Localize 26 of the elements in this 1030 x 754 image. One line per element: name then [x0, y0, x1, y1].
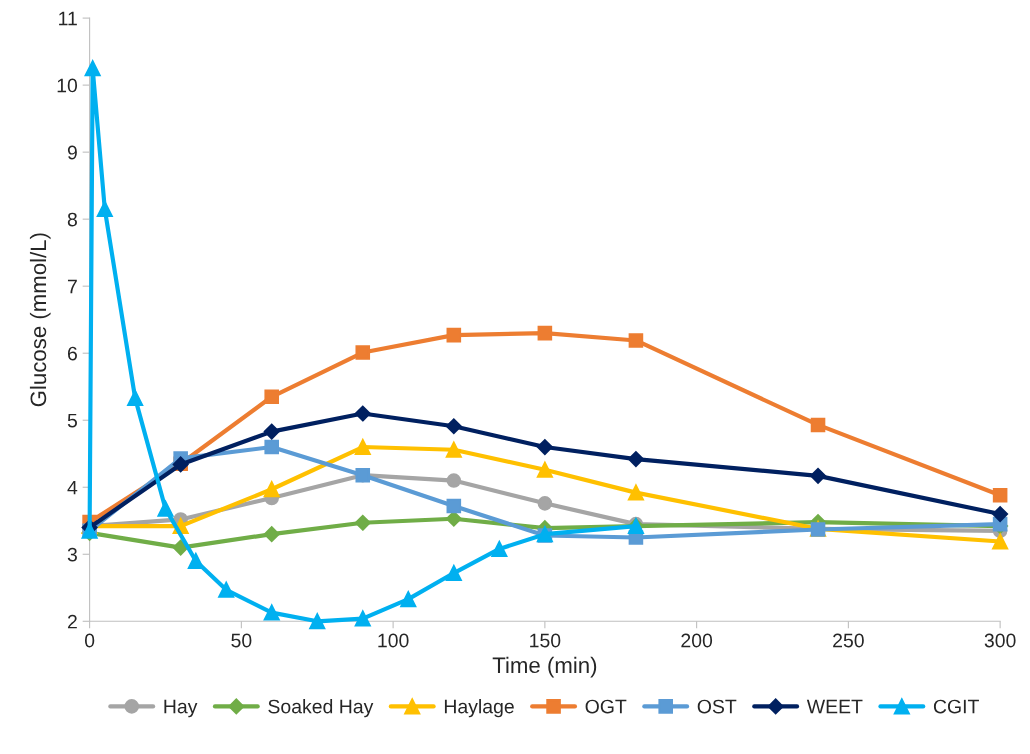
x-tick-label: 200: [681, 633, 713, 648]
y-tick-label: 10: [57, 78, 78, 93]
y-tick-label: 6: [67, 346, 77, 361]
x-tick-label: 100: [378, 633, 409, 648]
y-tick-label: 4: [67, 480, 78, 495]
legend-label: OST: [697, 699, 737, 714]
x-tick-label: 250: [833, 633, 864, 648]
x-axis-title: Time (min): [492, 656, 597, 678]
y-tick-label: 2: [67, 614, 77, 629]
legend-label: WEET: [806, 699, 863, 714]
x-tick-label: 50: [231, 633, 252, 648]
legend-label: Soaked Hay: [268, 699, 374, 718]
y-tick-label: 5: [67, 413, 77, 428]
x-tick-label: 300: [984, 633, 1016, 648]
x-tick-label: 150: [530, 633, 561, 648]
legend-label: OGT: [585, 699, 627, 714]
y-tick-label: 8: [67, 212, 77, 227]
y-tick-label: 11: [59, 11, 77, 26]
y-tick-label: 3: [67, 547, 77, 562]
legend-label: CGIT: [933, 699, 979, 714]
legend-label: Haylage: [444, 699, 514, 718]
x-tick-label: 0: [84, 633, 95, 648]
legend-label: Hay: [164, 699, 198, 718]
y-tick-label: 9: [67, 145, 77, 160]
y-tick-label: 7: [67, 279, 77, 294]
y-axis-title: Glucose (mmol/L): [29, 233, 51, 407]
